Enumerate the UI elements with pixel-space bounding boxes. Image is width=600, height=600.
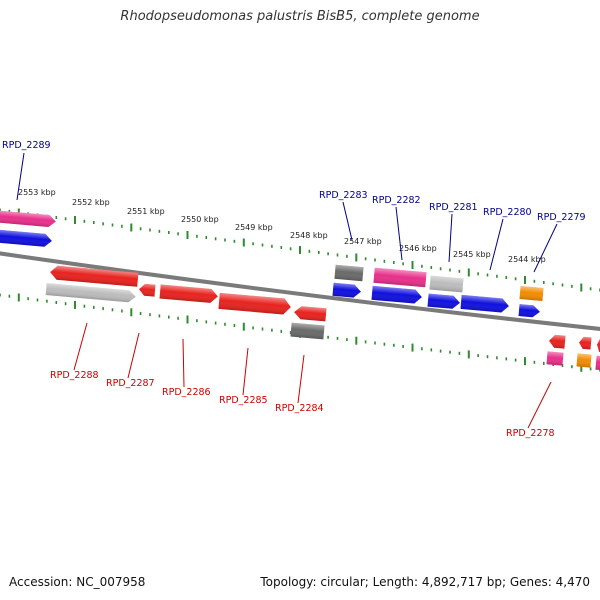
gene-label-text: RPD_2278 xyxy=(506,428,555,439)
gene-label-text: RPD_2285 xyxy=(219,395,268,406)
gene-feature xyxy=(290,322,325,340)
reverse-gene-label: RPD_2285 xyxy=(219,347,268,406)
genome-backbone xyxy=(0,251,600,331)
kbp-scale-labels: 2553 kbp 2552 kbp 2551 kbp 2550 kbp 2549 kbp… xyxy=(18,188,546,264)
gene-feature xyxy=(0,229,52,247)
kbp-label: 2547 kbp xyxy=(344,237,382,246)
gene-feature xyxy=(549,334,566,349)
gene-label-text: RPD_2280 xyxy=(483,207,532,218)
forward-gene-label: RPD_2279 xyxy=(533,212,586,273)
gene-feature xyxy=(579,336,592,350)
gene-feature xyxy=(373,267,427,288)
gene-feature xyxy=(371,285,422,304)
reverse-gene-label: RPD_2286 xyxy=(162,338,211,398)
gene-label-text: RPD_2279 xyxy=(537,212,586,223)
kbp-label: 2545 kbp xyxy=(453,250,491,259)
gene-feature xyxy=(50,265,139,287)
accession-label: Accession: NC_007958 xyxy=(9,575,146,589)
kbp-label: 2546 kbp xyxy=(399,244,437,253)
gene-label-text: RPD_2283 xyxy=(319,190,368,201)
gene-feature xyxy=(427,293,460,309)
gene-label-text: RPD_2286 xyxy=(162,387,211,398)
forward-gene-label: RPD_2280 xyxy=(483,207,532,271)
gene-feature xyxy=(546,351,564,366)
gene-feature xyxy=(0,210,56,227)
reverse-gene-label: RPD_2278 xyxy=(506,381,555,439)
gene-feature xyxy=(576,353,592,368)
gene-label-text: RPD_2282 xyxy=(372,195,421,206)
gene-feature xyxy=(45,283,136,303)
gene-feature xyxy=(294,306,327,322)
reverse-gene-label: RPD_2284 xyxy=(275,354,324,414)
kbp-label: 2551 kbp xyxy=(127,207,165,216)
gene-feature xyxy=(519,286,544,301)
gene-feature xyxy=(139,283,156,297)
gene-feature xyxy=(597,337,600,353)
gene-feature xyxy=(518,304,540,318)
kbp-label: 2549 kbp xyxy=(235,223,273,232)
gene-feature xyxy=(595,355,600,371)
gene-label-text: RPD_2287 xyxy=(106,378,155,389)
gene-feature xyxy=(332,282,361,298)
gene-feature xyxy=(334,264,364,282)
kbp-label: 2550 kbp xyxy=(181,215,219,224)
gene-features xyxy=(0,210,600,371)
gene-label-text: RPD_2289 xyxy=(2,140,51,151)
forward-gene-label: RPD_2283 xyxy=(319,190,368,241)
gene-feature xyxy=(159,284,218,303)
gene-feature xyxy=(429,275,464,293)
page-title: Rhodopseudomonas palustris BisB5, comple… xyxy=(120,9,480,24)
reverse-gene-label: RPD_2288 xyxy=(50,322,99,381)
forward-gene-label: RPD_2282 xyxy=(372,195,421,261)
kbp-label: 2544 kbp xyxy=(508,255,546,264)
reverse-gene-label: RPD_2287 xyxy=(106,332,155,389)
kbp-label: 2553 kbp xyxy=(18,188,56,197)
forward-gene-label: RPD_2289 xyxy=(2,140,51,201)
gene-feature xyxy=(218,292,291,315)
gene-label-text: RPD_2288 xyxy=(50,370,99,381)
gene-feature xyxy=(460,294,509,313)
forward-gene-label: RPD_2281 xyxy=(429,202,478,263)
kbp-label: 2552 kbp xyxy=(72,198,110,207)
kbp-label: 2548 kbp xyxy=(290,231,328,240)
genome-summary: Topology: circular; Length: 4,892,717 bp… xyxy=(260,575,590,589)
gene-label-text: RPD_2281 xyxy=(429,202,478,213)
gene-label-text: RPD_2284 xyxy=(275,403,324,414)
gene-labels: RPD_2289 RPD_2283 RPD_2282 RPD_2281 RPD_2280… xyxy=(2,140,586,439)
